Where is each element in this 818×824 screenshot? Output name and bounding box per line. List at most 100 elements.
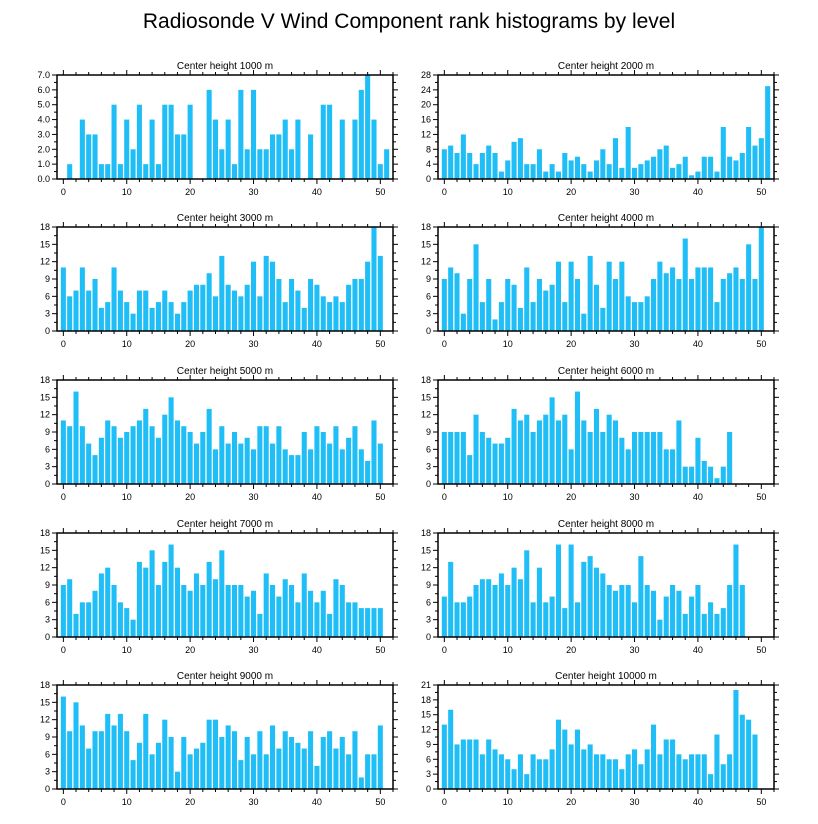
x-tick-label: 50 — [375, 492, 385, 502]
histogram-bar — [670, 739, 676, 789]
histogram-bar — [282, 119, 288, 179]
histogram-bar — [225, 585, 231, 637]
histogram-bar — [612, 279, 619, 331]
histogram-bar — [308, 590, 314, 637]
y-tick-label: 18 — [421, 222, 431, 232]
histogram-bar — [651, 279, 657, 331]
histogram-bar — [619, 769, 625, 789]
histogram-bar — [644, 296, 650, 331]
histogram-bar — [111, 725, 117, 789]
histogram-bar — [600, 573, 606, 637]
histogram-bar — [162, 104, 168, 179]
y-tick-label: 12 — [40, 257, 50, 267]
histogram-bar — [231, 290, 238, 331]
histogram-bar — [187, 590, 193, 637]
histogram-bar — [181, 426, 187, 484]
histogram-bar — [162, 561, 168, 637]
histogram-panel: Center height 10000 m 0 3 6 9 12 15 18 21 0 10 20 30… — [421, 671, 779, 807]
histogram-bar — [155, 437, 161, 484]
histogram-bar — [682, 759, 688, 789]
histogram-bar — [130, 149, 136, 179]
histogram-bar — [314, 284, 320, 331]
histogram-bar — [511, 141, 517, 179]
histogram-bar — [524, 164, 530, 179]
histogram-bar — [333, 426, 339, 484]
histogram-bar — [733, 689, 739, 789]
histogram-bar — [536, 149, 542, 179]
panel-title: Center height 4000 m — [558, 213, 654, 224]
x-tick-label: 50 — [375, 645, 385, 655]
histogram-bar — [695, 754, 701, 789]
histogram-bar — [517, 579, 523, 637]
histogram-bar — [181, 134, 187, 179]
histogram-bar — [244, 437, 250, 484]
histogram-bar — [600, 754, 606, 789]
histogram-bar — [295, 602, 301, 637]
x-tick-label: 40 — [312, 339, 322, 349]
x-tick-label: 50 — [756, 797, 766, 807]
histogram-bar — [473, 414, 479, 484]
histogram-bar — [555, 420, 561, 484]
histogram-bar — [301, 748, 307, 789]
y-tick-label: 9 — [426, 274, 431, 284]
histogram-bar — [663, 449, 669, 484]
histogram-bar — [631, 749, 638, 789]
histogram-bar — [714, 302, 720, 331]
histogram-bar — [352, 731, 358, 789]
histogram-bar — [739, 153, 745, 179]
histogram-bar — [473, 585, 479, 637]
histogram-bar — [562, 729, 568, 789]
panel-title: Center height 1000 m — [177, 61, 273, 72]
x-tick-label: 30 — [249, 187, 259, 197]
histogram-bar — [219, 255, 225, 331]
x-tick-label: 0 — [442, 187, 447, 197]
y-tick-label: 18 — [421, 528, 431, 538]
y-tick-label: 15 — [40, 239, 50, 249]
histogram-bar — [206, 408, 212, 484]
histogram-bar — [168, 397, 174, 484]
x-tick-label: 50 — [756, 645, 766, 655]
histogram-bar — [263, 573, 269, 637]
histogram-bar — [371, 608, 377, 637]
histogram-bar — [587, 556, 593, 637]
histogram-bar — [486, 279, 492, 331]
histogram-bar — [200, 742, 206, 789]
page-title: Radiosonde V Wind Component rank histogr… — [142, 10, 676, 33]
histogram-bar — [454, 602, 460, 637]
histogram-bar — [663, 739, 669, 789]
histogram-bar — [441, 724, 447, 789]
histogram-bar — [377, 255, 383, 331]
histogram-bar — [174, 420, 180, 484]
histogram-bar — [479, 302, 485, 331]
histogram-bar — [143, 713, 149, 789]
y-tick-label: 0 — [426, 784, 431, 794]
histogram-bar — [448, 432, 454, 484]
histogram-bar — [657, 619, 663, 637]
histogram-bar — [593, 160, 600, 179]
histogram-bar — [365, 608, 371, 637]
histogram-bar — [117, 164, 123, 179]
histogram-bar — [631, 167, 638, 179]
histogram-bar — [212, 449, 219, 484]
y-tick-label: 12 — [421, 410, 431, 420]
histogram-bar — [612, 759, 619, 789]
y-tick-label: 6 — [45, 291, 50, 301]
histogram-bar — [270, 134, 276, 179]
histogram-bar — [377, 608, 383, 637]
histogram-bar — [238, 585, 244, 637]
histogram-bar — [301, 307, 307, 331]
histogram-bar — [530, 432, 536, 484]
histogram-bar — [708, 267, 714, 331]
histogram-bar — [162, 290, 168, 331]
histogram-bar — [174, 771, 180, 789]
histogram-bar — [276, 426, 282, 484]
x-tick-label: 0 — [442, 797, 447, 807]
y-tick-label: 4 — [426, 159, 431, 169]
histogram-bar — [574, 391, 581, 484]
histogram-bar — [555, 261, 561, 331]
y-tick-label: 12 — [421, 563, 431, 573]
histogram-panel: Center height 4000 m 0 3 6 9 12 15 18 0 10 20 30 40 5… — [421, 213, 779, 349]
histogram-bar — [511, 567, 517, 637]
y-tick-label: 0 — [426, 174, 431, 184]
histogram-bar — [149, 550, 155, 637]
